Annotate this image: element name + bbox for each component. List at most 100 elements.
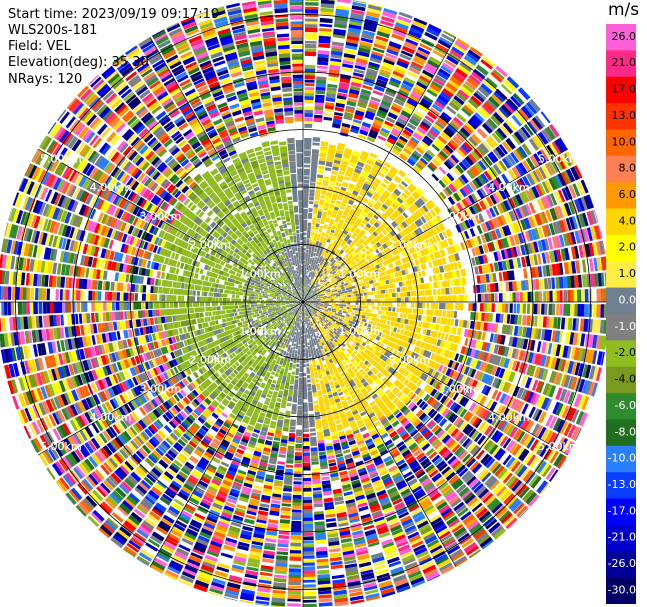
noise-gate: [478, 245, 485, 255]
noise-gate: [496, 109, 507, 121]
noise-gate: [511, 195, 521, 208]
noise-gate: [222, 45, 236, 53]
noise-gate: [420, 72, 433, 81]
noise-gate: [145, 285, 151, 293]
noise-gate: [438, 68, 451, 78]
noise-gate: [491, 218, 499, 229]
noise-gate: [439, 113, 451, 124]
noise-gate: [489, 207, 496, 218]
noise-gate: [401, 150, 410, 158]
noise-gate: [511, 114, 523, 127]
noise-gate: [127, 150, 138, 161]
noise-gate: [559, 154, 570, 168]
noise-gate: [514, 112, 526, 125]
noise-gate: [373, 43, 386, 50]
noise-gate: [289, 2, 303, 6]
noise-gate: [478, 199, 488, 211]
noise-gate: [218, 30, 232, 39]
noise-gate: [304, 40, 317, 44]
noise-gate: [397, 57, 410, 65]
noise-gate: [600, 288, 606, 302]
noise-gate: [318, 31, 332, 37]
noise-gate: [519, 292, 523, 302]
noise-gate: [317, 57, 329, 63]
noise-gate: [410, 115, 421, 124]
noise-gate: [600, 272, 605, 287]
noise-gate: [213, 140, 223, 148]
noise-gate: [303, 566, 316, 571]
noise-gate: [245, 117, 255, 124]
noise-gate: [165, 123, 176, 132]
noise-gate: [332, 122, 341, 129]
noise-gate: [395, 21, 409, 31]
noise-gate: [175, 136, 185, 144]
noise-gate: [303, 547, 315, 552]
noise-gate: [271, 94, 282, 99]
noise-gate: [389, 108, 400, 116]
noise-gate: [428, 145, 439, 155]
noise-gate: [482, 141, 492, 152]
noise-gate: [272, 589, 286, 594]
noise-gate: [436, 117, 448, 127]
noise-gate: [223, 139, 233, 147]
noise-gate: [534, 315, 538, 327]
noise-gate: [201, 28, 216, 37]
noise-gate: [366, 136, 376, 143]
noise-gate: [155, 145, 165, 155]
noise-gate: [560, 203, 569, 217]
noise-gate: [305, 6, 319, 10]
noise-gate: [180, 52, 194, 62]
noise-gate: [214, 142, 224, 151]
noise-gate: [388, 80, 400, 88]
noise-gate: [548, 124, 560, 138]
noise-gate: [502, 292, 507, 302]
noise-gate: [278, 48, 290, 54]
noise-gate: [295, 440, 302, 443]
noise-gate: [292, 494, 302, 499]
noise-gate: [312, 479, 321, 485]
noise-gate: [221, 135, 231, 143]
noise-gate: [433, 77, 445, 87]
noise-gate: [303, 540, 314, 544]
noise-gate: [480, 234, 487, 244]
noise-gate: [153, 62, 167, 72]
noise-gate: [520, 219, 527, 231]
velocity-gate: [448, 287, 453, 295]
noise-gate: [304, 99, 314, 103]
noise-gate: [198, 19, 212, 27]
noise-gate: [523, 217, 532, 230]
noise-gate: [422, 118, 433, 127]
noise-gate: [481, 312, 485, 322]
noise-gate: [558, 219, 566, 233]
noise-gate: [43, 302, 47, 314]
noise-gate: [314, 114, 323, 119]
noise-gate: [520, 244, 526, 256]
noise-gate: [406, 122, 417, 131]
velocity-gate: [355, 293, 360, 297]
noise-gate: [551, 303, 556, 316]
noise-gate: [554, 190, 564, 204]
noise-gate: [583, 195, 592, 210]
velocity-gate: [366, 291, 371, 296]
noise-gate: [398, 11, 413, 19]
noise-gate: [183, 162, 192, 170]
noise-gate: [540, 149, 549, 162]
noise-gate: [124, 130, 135, 142]
noise-gate: [126, 115, 138, 126]
noise-gate: [357, 101, 368, 109]
noise-gate: [597, 225, 603, 239]
noise-gate: [506, 184, 515, 196]
noise-gate: [377, 135, 387, 142]
noise-gate: [513, 222, 520, 233]
noise-gate: [459, 200, 466, 210]
noise-gate: [445, 186, 453, 196]
noise-gate: [498, 175, 508, 186]
noise-gate: [495, 65, 508, 78]
noise-gate: [429, 107, 441, 117]
noise-gate: [509, 183, 518, 195]
noise-gate: [364, 113, 375, 121]
noise-gate: [435, 96, 448, 107]
noise-gate: [334, 112, 343, 117]
noise-gate: [226, 2, 240, 9]
noise-gate: [249, 94, 260, 101]
